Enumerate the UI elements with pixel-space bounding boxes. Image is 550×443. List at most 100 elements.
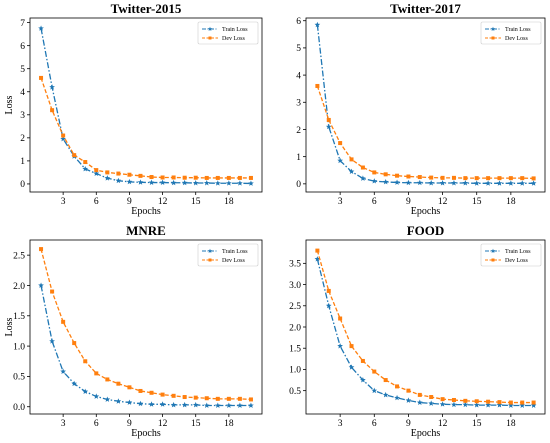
dev-loss-point <box>171 393 176 398</box>
train-loss-point <box>416 399 423 405</box>
series-line-dev-loss <box>40 77 251 179</box>
dev-loss-point <box>520 400 525 405</box>
train-loss-point <box>394 394 400 401</box>
y-tick-label: 1.0 <box>13 342 25 352</box>
dev-loss-point <box>531 400 536 405</box>
series-line-train-loss <box>316 258 534 407</box>
train-loss-point <box>314 21 321 28</box>
series-line-dev-loss <box>40 248 251 401</box>
train-loss-point <box>192 180 199 186</box>
dev-loss-point <box>193 395 198 400</box>
dev-loss-point <box>474 176 479 181</box>
dev-loss-point <box>39 75 44 80</box>
x-tick-label: 6 <box>372 419 377 429</box>
train-loss-point <box>462 401 469 408</box>
dev-loss-point <box>61 133 66 138</box>
legend: Train Loss Dev Loss <box>480 21 542 45</box>
legend-marker <box>491 36 495 40</box>
chart-title: MNRE <box>126 223 166 238</box>
train-loss-point <box>485 180 491 186</box>
y-tick-label: 0.0 <box>13 403 25 413</box>
dev-loss-point <box>360 358 365 363</box>
train-loss-point <box>181 401 188 408</box>
plot-frame <box>29 239 263 415</box>
train-loss-point <box>170 401 177 408</box>
dev-loss-point <box>338 141 343 146</box>
y-tick-label: 0 <box>20 180 25 190</box>
train-loss-point <box>104 175 111 181</box>
dev-loss-point <box>349 157 354 162</box>
y-tick-label: 1.5 <box>289 345 301 355</box>
train-loss-point <box>371 178 378 184</box>
train-loss-point <box>93 170 100 176</box>
chart-title: Twitter-2017 <box>390 1 461 16</box>
dev-loss-point <box>315 248 320 253</box>
legend-label: Dev Loss <box>505 36 528 42</box>
x-tick-label: 15 <box>472 419 482 429</box>
dev-loss-point <box>463 176 468 181</box>
legend-marker <box>490 26 496 31</box>
train-loss-point <box>337 343 343 349</box>
dev-loss-point <box>160 392 165 397</box>
train-loss-point <box>416 179 423 186</box>
dev-loss-point <box>451 397 456 402</box>
dev-loss-point <box>383 378 388 383</box>
dev-loss-point <box>61 319 66 324</box>
dev-loss-point <box>338 316 343 321</box>
y-tick-label: 1 <box>20 157 25 167</box>
x-tick-label: 12 <box>158 197 168 207</box>
dev-loss-point <box>105 377 110 382</box>
train-loss-point <box>214 180 221 186</box>
legend-marker <box>208 258 212 262</box>
x-tick-label: 3 <box>338 197 343 207</box>
series-line-train-loss <box>40 285 251 407</box>
legend-label: Train Loss <box>222 27 248 33</box>
train-loss-point <box>405 397 412 403</box>
legend-label: Train Loss <box>505 249 531 255</box>
train-loss-point <box>519 180 526 186</box>
train-loss-point <box>325 123 332 130</box>
dev-loss-point <box>520 176 525 181</box>
train-loss-point <box>203 180 210 186</box>
y-tick-label: 4 <box>20 88 25 98</box>
y-tick-label: 1.0 <box>289 366 301 376</box>
dev-loss-point <box>105 170 110 175</box>
dev-loss-point <box>149 390 154 395</box>
train-loss-point <box>473 180 480 186</box>
legend-label: Train Loss <box>222 249 248 255</box>
x-tick-label: 18 <box>506 197 516 207</box>
x-tick-label: 12 <box>438 197 448 207</box>
x-tick-label: 6 <box>94 197 99 207</box>
y-tick-label: 2.5 <box>13 251 25 261</box>
y-tick-label: 1.5 <box>13 312 25 322</box>
dev-loss-point <box>193 175 198 180</box>
train-loss-point <box>394 179 400 185</box>
train-loss-point <box>462 180 469 186</box>
dev-loss-point <box>417 392 422 397</box>
dev-loss-point <box>372 170 377 175</box>
legend-marker <box>207 26 213 31</box>
y-tick-label: 1 <box>296 153 301 163</box>
dev-loss-point <box>315 83 320 88</box>
dev-loss-point <box>39 247 44 252</box>
train-loss-point <box>137 400 144 407</box>
dev-loss-point <box>360 165 365 170</box>
dev-loss-point <box>486 176 491 181</box>
train-loss-point <box>371 387 378 394</box>
train-loss-point <box>337 157 343 164</box>
x-tick-label: 9 <box>406 419 411 429</box>
dev-loss-point <box>372 369 377 374</box>
x-tick-label: 6 <box>94 419 99 429</box>
y-axis-label: Loss <box>4 317 15 336</box>
dev-loss-point <box>248 175 253 180</box>
train-loss-point <box>530 402 537 408</box>
series-line-dev-loss <box>316 250 534 404</box>
series-line-dev-loss <box>316 85 534 180</box>
train-loss-point <box>60 135 66 142</box>
x-tick-label: 9 <box>127 419 132 429</box>
legend-marker <box>490 248 496 253</box>
train-loss-point <box>71 380 78 387</box>
train-loss-point <box>348 364 355 370</box>
